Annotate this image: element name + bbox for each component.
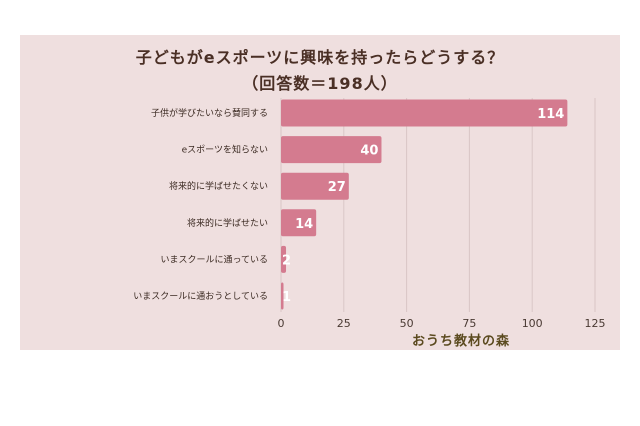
bar — [281, 209, 317, 237]
data-label: 14 — [295, 217, 313, 232]
category-label: 子供が学びたいなら賛同する — [151, 107, 268, 119]
category-label: eスポーツを知らない — [182, 144, 268, 156]
bar — [281, 136, 382, 164]
chart-title: 子どもがeスポーツに興味を持ったらどうする？ — [135, 48, 505, 67]
bar — [281, 245, 287, 273]
data-label: 40 — [360, 144, 378, 159]
data-label: 2 — [282, 253, 291, 268]
data-label: 1 — [282, 290, 291, 305]
category-label: いまスクールに通おうとしている — [133, 291, 268, 302]
data-label: 27 — [328, 180, 346, 195]
category-label: 将来的に学ばせたくない — [169, 180, 268, 192]
bar — [281, 99, 568, 127]
x-tick-label: 50 — [400, 317, 414, 330]
category-label: 将来的に学ばせたい — [187, 217, 268, 229]
credit-text: おうち教材の森 — [412, 334, 511, 349]
category-label: いまスクールに通っている — [160, 254, 268, 265]
chart-subtitle: （回答数＝198人） — [242, 74, 398, 93]
bar — [281, 172, 349, 200]
bar — [281, 282, 284, 310]
x-tick-label: 100 — [522, 317, 543, 330]
data-label: 114 — [537, 107, 564, 122]
x-tick-label: 125 — [585, 317, 606, 330]
x-tick-label: 0 — [278, 317, 285, 330]
x-tick-label: 25 — [337, 317, 351, 330]
x-tick-label: 75 — [462, 317, 476, 330]
